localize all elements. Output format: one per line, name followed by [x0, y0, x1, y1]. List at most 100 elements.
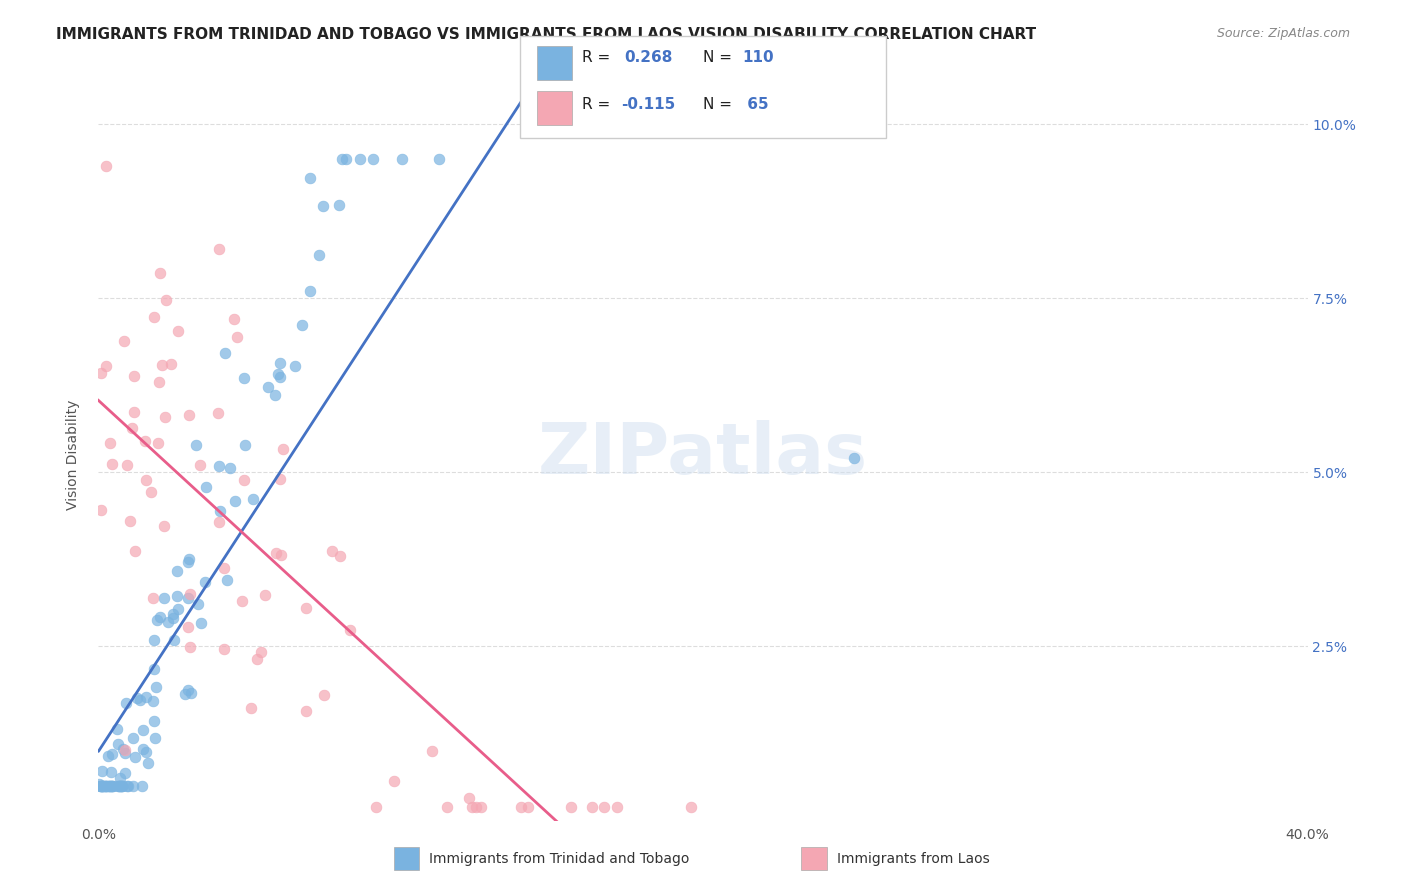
- Point: [166, 564, 188, 578]
- Point: [232, 371, 254, 385]
- Text: R =: R =: [582, 97, 616, 112]
- Point: [114, 743, 136, 757]
- Point: [153, 409, 176, 424]
- Point: [254, 588, 277, 602]
- Point: [391, 152, 413, 166]
- Point: [121, 731, 143, 745]
- Point: [91, 779, 114, 793]
- Point: [100, 764, 122, 779]
- Point: [135, 746, 157, 760]
- Point: [264, 546, 287, 560]
- Point: [139, 485, 162, 500]
- Point: [208, 243, 231, 257]
- Point: [90, 367, 112, 381]
- Point: [108, 779, 131, 793]
- Point: [249, 645, 271, 659]
- Point: [94, 779, 117, 793]
- Point: [606, 799, 628, 814]
- Point: [153, 591, 176, 605]
- Point: [125, 691, 148, 706]
- Point: [174, 687, 197, 701]
- Point: [593, 799, 616, 814]
- Point: [299, 285, 322, 299]
- Point: [155, 293, 177, 307]
- Point: [298, 170, 321, 185]
- Point: [195, 480, 218, 494]
- Point: [97, 779, 120, 793]
- Text: ZIPatlas: ZIPatlas: [538, 420, 868, 490]
- Point: [308, 248, 330, 262]
- Point: [124, 749, 146, 764]
- Point: [267, 367, 290, 381]
- Point: [91, 764, 114, 778]
- Point: [94, 359, 117, 373]
- Point: [105, 722, 128, 736]
- Point: [128, 693, 150, 707]
- Point: [194, 574, 217, 589]
- Point: [91, 779, 114, 793]
- Point: [110, 779, 132, 793]
- Point: [143, 731, 166, 745]
- Point: [122, 404, 145, 418]
- Point: [321, 544, 343, 558]
- Point: [212, 641, 235, 656]
- Point: [110, 771, 132, 785]
- Point: [187, 597, 209, 611]
- Point: [263, 387, 285, 401]
- Point: [111, 779, 134, 793]
- Point: [458, 791, 481, 805]
- Point: [235, 438, 257, 452]
- Point: [146, 436, 169, 450]
- Text: R =: R =: [582, 51, 616, 65]
- Point: [162, 610, 184, 624]
- Point: [111, 779, 134, 793]
- Point: [207, 406, 229, 420]
- Point: [177, 408, 200, 422]
- Point: [131, 779, 153, 793]
- Point: [136, 756, 159, 770]
- Point: [166, 324, 188, 338]
- Point: [382, 773, 405, 788]
- Point: [122, 368, 145, 383]
- Point: [98, 435, 121, 450]
- Point: [90, 779, 112, 793]
- Point: [97, 779, 120, 793]
- Point: [115, 458, 138, 472]
- Point: [101, 779, 124, 793]
- Point: [257, 380, 280, 394]
- Point: [233, 473, 256, 487]
- Point: [132, 742, 155, 756]
- Point: [115, 696, 138, 710]
- Point: [90, 779, 112, 793]
- Point: [159, 357, 181, 371]
- Point: [208, 504, 231, 518]
- Point: [208, 516, 231, 530]
- Point: [91, 779, 114, 793]
- Point: [142, 633, 165, 648]
- Point: [224, 312, 246, 326]
- Point: [231, 594, 253, 608]
- Point: [101, 457, 124, 471]
- Point: [135, 473, 157, 487]
- Point: [190, 615, 212, 630]
- Point: [176, 591, 198, 605]
- Point: [152, 518, 174, 533]
- Point: [118, 514, 141, 528]
- Y-axis label: Vision Disability: Vision Disability: [66, 400, 80, 510]
- Point: [295, 601, 318, 615]
- Point: [509, 799, 531, 814]
- Point: [461, 799, 484, 814]
- Point: [219, 461, 242, 475]
- Point: [269, 370, 291, 384]
- Point: [122, 779, 145, 793]
- Point: [142, 662, 165, 676]
- Point: [328, 198, 350, 212]
- Text: N =: N =: [703, 97, 737, 112]
- Point: [179, 587, 201, 601]
- Point: [312, 199, 335, 213]
- Point: [177, 552, 200, 566]
- Point: [96, 779, 118, 793]
- Point: [470, 799, 492, 814]
- Point: [107, 737, 129, 751]
- Point: [132, 723, 155, 738]
